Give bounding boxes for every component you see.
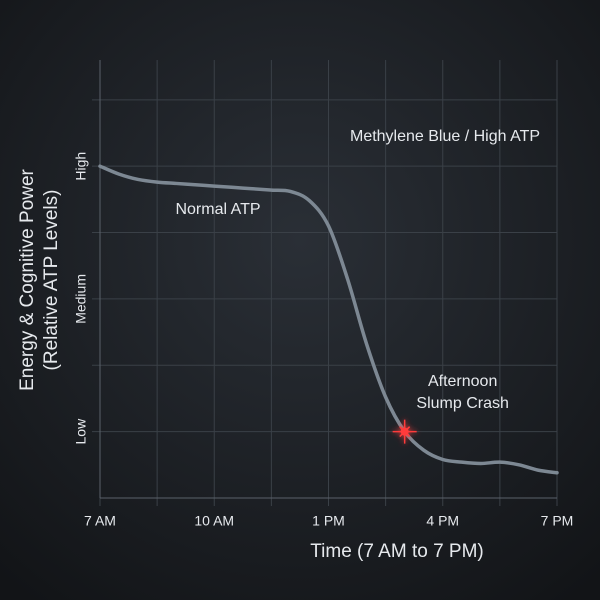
x-tick-label: 1 PM — [312, 513, 345, 529]
y-tick-label: Medium — [73, 274, 89, 324]
y-tick-label: High — [73, 152, 89, 181]
y-axis-title: (Relative ATP Levels) — [41, 190, 62, 371]
x-tick-label: 10 AM — [194, 513, 234, 529]
series-label: Normal ATP — [175, 201, 260, 218]
series-line — [98, 164, 559, 475]
x-axis-title: Time (7 AM to 7 PM) — [310, 541, 484, 562]
x-tick-label: 7 PM — [541, 513, 574, 529]
y-axis-title: Energy & Cognitive Power — [17, 168, 38, 390]
y-tick-label: Low — [73, 418, 89, 445]
annotation: Slump Crash — [416, 395, 508, 412]
x-tick-label: 7 AM — [84, 513, 116, 529]
annotation: Afternoon — [428, 373, 497, 390]
crash-marker — [392, 419, 417, 444]
marker-dot — [400, 427, 409, 436]
series-label: Methylene Blue / High ATP — [350, 128, 540, 145]
x-tick-label: 4 PM — [426, 513, 459, 529]
